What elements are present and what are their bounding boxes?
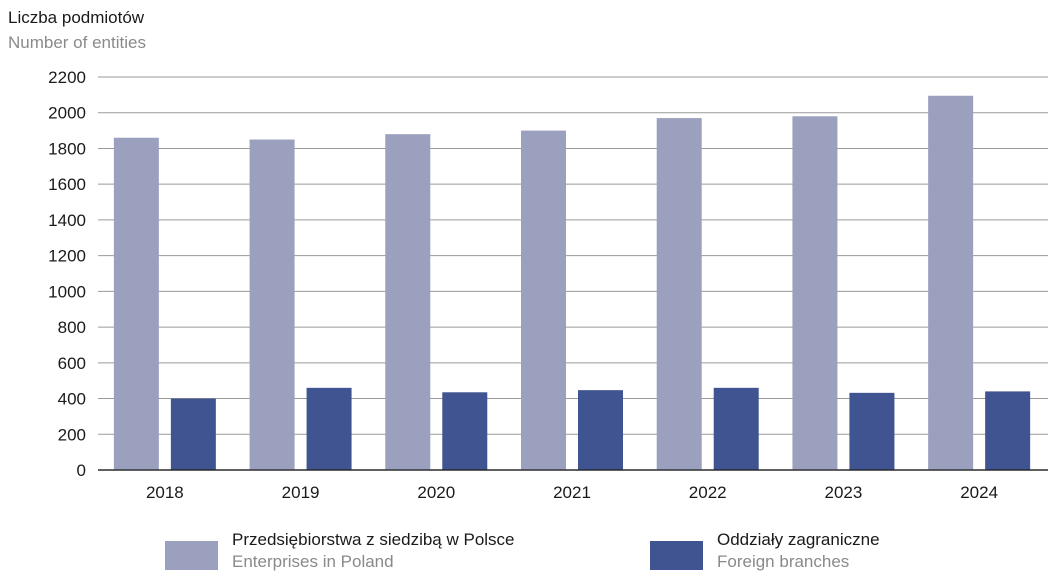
legend-label-enterprises: Przedsiębiorstwa z siedzibą w Polsce [232, 530, 515, 549]
bar-foreign-branches [713, 387, 759, 470]
bar-enterprises [249, 139, 295, 471]
x-tick-label: 2024 [960, 483, 998, 502]
y-axis-title: Liczba podmiotów [8, 8, 145, 27]
bar-enterprises [385, 134, 431, 470]
x-tick-label: 2019 [282, 483, 320, 502]
bar-foreign-branches [442, 392, 488, 470]
bar-enterprises [928, 95, 974, 470]
y-tick-label: 400 [58, 390, 86, 409]
legend-label-foreign-branches-english: Foreign branches [717, 552, 850, 571]
y-tick-label: 1400 [48, 211, 86, 230]
bar-foreign-branches [170, 398, 216, 470]
bar-chart: 0 200 400 600 800 1000 1200 1400 1600 1800 2000 220… [48, 68, 1048, 502]
bar-foreign-branches [849, 392, 895, 470]
y-tick-label: 2000 [48, 104, 86, 123]
y-tick-label: 1200 [48, 247, 86, 266]
legend-item-foreign-branches: Oddziały zagraniczne Foreign branches [650, 529, 880, 573]
x-tick-label: 2023 [825, 483, 863, 502]
y-axis-title-english: Number of entities [8, 33, 146, 52]
x-tick-label: 2018 [146, 483, 184, 502]
bar-foreign-branches [985, 391, 1031, 470]
legend-item-enterprises: Przedsiębiorstwa z siedzibą w Polsce Ent… [165, 529, 515, 573]
y-tick-label: 600 [58, 354, 86, 373]
y-tick-label: 1600 [48, 175, 86, 194]
bar-enterprises [113, 137, 159, 470]
y-tick-label: 200 [58, 425, 86, 444]
x-tick-label: 2022 [689, 483, 727, 502]
bar-enterprises [521, 130, 566, 470]
legend-label-foreign-branches: Oddziały zagraniczne [717, 530, 880, 549]
bar-foreign-branches [578, 390, 623, 470]
y-tick-label: 1000 [48, 282, 86, 301]
bar-foreign-branches [306, 387, 352, 470]
y-tick-label: 0 [77, 461, 86, 480]
bar-enterprises [656, 118, 702, 470]
legend-swatch-enterprises [165, 541, 218, 570]
legend-label-enterprises-english: Enterprises in Poland [232, 552, 394, 571]
y-tick-label: 1800 [48, 139, 86, 158]
y-tick-label: 800 [58, 318, 86, 337]
x-tick-label: 2020 [417, 483, 455, 502]
bar-enterprises [792, 116, 838, 471]
legend-swatch-foreign-branches [650, 541, 703, 570]
y-tick-label: 2200 [48, 68, 86, 87]
x-tick-label: 2021 [553, 483, 591, 502]
